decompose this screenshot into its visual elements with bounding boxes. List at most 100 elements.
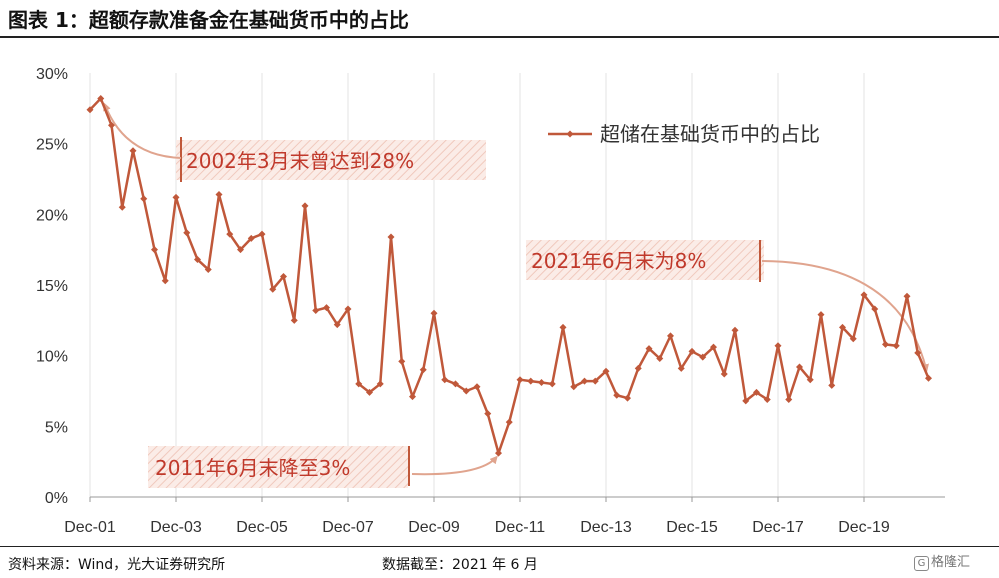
legend-swatch-marker: [566, 130, 574, 138]
page-title: 图表 1：超额存款准备金在基础货币中的占比: [8, 8, 409, 32]
data-point: [226, 230, 234, 238]
title-rule: [0, 36, 999, 38]
footer-rule: [0, 546, 999, 547]
annotation-box: [148, 446, 408, 488]
data-point: [785, 395, 793, 403]
data-point: [172, 193, 180, 201]
data-point: [323, 304, 330, 312]
data-point: [527, 377, 535, 385]
data-point: [387, 233, 395, 241]
data-point: [215, 191, 223, 199]
data-point: [559, 323, 567, 331]
annotation-label: 2021年6月末为8%: [531, 249, 706, 273]
data-point: [731, 326, 739, 334]
data-point: [462, 387, 470, 395]
data-point: [452, 380, 459, 388]
data-point: [742, 397, 750, 405]
watermark: G 格隆汇: [914, 551, 970, 571]
y-tick-label: 25%: [36, 137, 68, 154]
data-point: [763, 395, 771, 403]
x-tick-label: Dec-13: [580, 519, 632, 536]
data-point: [624, 394, 631, 402]
data-point: [699, 353, 707, 361]
data-point: [140, 195, 148, 203]
data-point: [183, 229, 191, 237]
data-point: [312, 306, 320, 314]
data-point: [269, 285, 277, 293]
data-point: [280, 273, 287, 281]
data-point: [645, 345, 653, 353]
annotation-arrow: [761, 260, 929, 373]
data-point: [817, 311, 825, 319]
data-point: [290, 316, 298, 324]
annotation-label: 2002年3月末曾达到28%: [186, 149, 414, 173]
source-note: 资料来源：Wind，光大证券研究所: [8, 557, 226, 573]
data-point: [247, 234, 255, 242]
data-point: [903, 292, 911, 300]
data-cutoff-note: 数据截至：2021 年 6 月: [382, 557, 538, 573]
data-point: [301, 202, 309, 210]
annotation-label: 2011年6月末降至3%: [155, 456, 350, 480]
watermark-logo-icon: G: [914, 556, 929, 571]
data-point: [613, 391, 621, 399]
x-tick-label: Dec-15: [666, 519, 718, 536]
data-point: [688, 347, 696, 355]
data-point: [774, 342, 782, 350]
data-point: [473, 383, 481, 391]
data-point: [204, 265, 212, 273]
y-tick-label: 0%: [45, 490, 68, 507]
data-point: [548, 380, 556, 388]
x-tick-label: Dec-07: [322, 519, 374, 536]
data-point: [914, 349, 922, 357]
data-point: [602, 367, 610, 375]
y-tick-label: 15%: [36, 278, 68, 295]
data-point: [720, 370, 728, 378]
data-point: [237, 246, 244, 254]
data-point: [516, 376, 524, 384]
data-point: [581, 377, 588, 385]
data-point: [570, 383, 578, 391]
annotation-arrow: [411, 455, 498, 476]
data-point: [634, 364, 642, 372]
data-point: [677, 364, 685, 372]
data-point: [710, 343, 717, 351]
data-point: [86, 106, 94, 114]
data-point: [505, 418, 513, 426]
data-point: [871, 305, 879, 313]
data-point: [849, 335, 857, 343]
data-point: [151, 246, 158, 254]
data-point: [925, 374, 932, 382]
data-point: [591, 377, 599, 385]
x-tick-label: Dec-01: [64, 519, 116, 536]
data-point: [430, 309, 438, 317]
data-point: [129, 147, 137, 155]
data-point: [484, 410, 492, 418]
annotation-box: [526, 240, 764, 280]
data-point: [97, 94, 105, 102]
data-point: [398, 357, 406, 365]
x-tick-label: Dec-05: [236, 519, 288, 536]
data-point: [796, 363, 803, 371]
data-point: [495, 449, 502, 457]
annotation-arrow: [103, 102, 182, 159]
data-point: [892, 342, 900, 350]
x-tick-label: Dec-19: [838, 519, 890, 536]
legend-label: 超储在基础货币中的占比: [600, 122, 820, 146]
data-point: [161, 277, 169, 285]
data-point: [258, 230, 266, 238]
data-point: [753, 388, 760, 396]
data-point: [419, 366, 427, 374]
x-tick-label: Dec-09: [408, 519, 460, 536]
data-point: [828, 381, 836, 389]
chart: Dec-01 Dec-03 Dec-05 Dec-07 Dec-09 Dec-11 Dec-…: [36, 66, 945, 536]
data-point: [839, 323, 846, 331]
x-tick-label: Dec-17: [752, 519, 804, 536]
data-point: [806, 376, 814, 384]
data-point: [882, 340, 889, 348]
y-tick-label: 5%: [45, 419, 68, 436]
data-point: [538, 379, 545, 387]
data-point: [860, 291, 868, 299]
data-point: [118, 203, 126, 211]
data-point: [194, 256, 201, 264]
y-tick-label: 10%: [36, 349, 68, 366]
